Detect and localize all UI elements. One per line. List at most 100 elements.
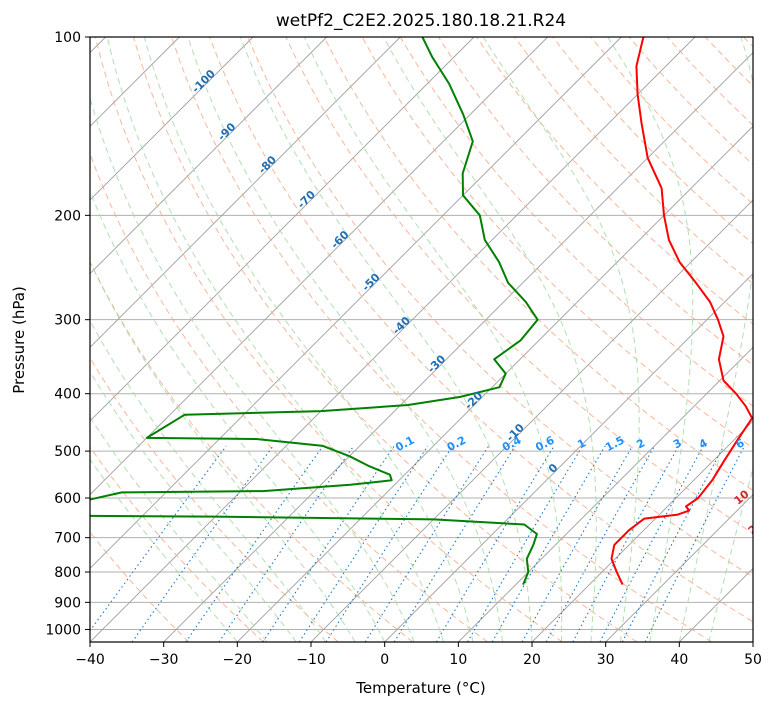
x-tick-label: 40	[670, 652, 688, 668]
dry-adiabat-label: -80	[256, 153, 279, 176]
mixing-ratio-line	[545, 445, 656, 642]
dry-adiabat-line	[94, 37, 563, 642]
dry-adiabat-line	[285, 37, 753, 535]
dry-adiabat-line	[666, 37, 753, 126]
mixing-ratio-line	[325, 445, 454, 642]
moist-adiabat-label: 30	[753, 551, 773, 571]
annotation-layer: -100-90-80-70-60-50-40-30-20-1000.1 0.2 0.…	[189, 67, 775, 604]
isotherm-line	[384, 273, 753, 642]
moist-adiabat-line	[678, 37, 753, 642]
mixing-ratio-line	[467, 445, 584, 642]
moist-adiabat-line	[106, 37, 445, 642]
y-tick-label: 900	[54, 595, 81, 611]
moist-adiabat-line	[482, 37, 640, 642]
y-tick-label: 400	[54, 387, 81, 403]
x-tick-label: 30	[597, 652, 615, 668]
series-layer	[90, 37, 753, 586]
y-tick-label: 200	[54, 208, 81, 224]
dry-adiabat-label: -70	[295, 188, 318, 211]
moist-adiabat-line	[90, 319, 327, 642]
moist-adiabat-label: 10	[732, 487, 752, 507]
mixing-ratio-line	[90, 445, 227, 632]
isotherm-line	[90, 37, 254, 201]
isotherm-line	[752, 641, 753, 642]
mixing-ratio-label: 4	[697, 436, 710, 451]
dry-adiabat-line	[90, 152, 488, 642]
moist-adiabat-line	[90, 458, 238, 642]
plot-frame	[89, 36, 754, 643]
dry-adiabat-line	[514, 37, 753, 285]
mixing-ratio-line	[521, 445, 633, 642]
moist-adiabat-label: 20	[746, 517, 766, 537]
x-tick-label: −10	[296, 652, 326, 668]
dry-adiabat-line	[90, 446, 264, 642]
dry-adiabat-line	[132, 37, 638, 642]
y-tick-label: 700	[54, 531, 81, 547]
dry-adiabat-label: -100	[189, 67, 218, 96]
y-axis-title: Pressure (hPa)	[10, 286, 28, 394]
mixing-ratio-label: 8	[759, 436, 772, 451]
y-tick-label: 300	[54, 313, 81, 329]
isotherm-line	[90, 37, 548, 496]
moist-adiabat-line	[90, 370, 297, 642]
moist-adiabat-line	[90, 189, 386, 642]
mixing-ratio-line	[218, 445, 355, 642]
dry-adiabat-line	[171, 37, 712, 642]
mixing-ratio-label: 2	[634, 436, 647, 451]
isotherm-line	[90, 37, 327, 275]
isotherm-line	[90, 37, 696, 642]
isotherm-line	[605, 494, 753, 642]
dry-adiabat-label: -90	[215, 120, 238, 143]
mixing-ratio-line	[262, 445, 395, 642]
moist-adiabat-line	[607, 37, 694, 642]
chart-title: wetPf2_C2E2.2025.180.18.21.R24	[276, 11, 566, 31]
dry-adiabat-label: -40	[390, 314, 413, 337]
moist-adiabat-line	[303, 37, 563, 642]
dry-adiabat-line	[704, 37, 753, 87]
dry-adiabat-line	[90, 260, 414, 642]
dry-adiabat-label: -60	[328, 228, 351, 251]
mixing-ratio-line	[131, 445, 274, 642]
dry-adiabat-line	[90, 531, 190, 642]
mixing-ratio-line	[435, 445, 555, 642]
isotherm-line	[531, 420, 753, 642]
moist-adiabat-line	[90, 416, 268, 642]
moist-adiabat-line	[90, 260, 356, 642]
y-tick-label: 1000	[45, 622, 81, 638]
tick-layer: −40 −30 −20 −10 0 10 20 30 40 50 100 200 300 400 500 60…	[45, 30, 762, 668]
moist-adiabat-label: 40	[764, 584, 775, 604]
dewpoint-profile-line	[90, 37, 539, 585]
dry-adiabat-line	[743, 37, 753, 48]
dry-adiabat-line	[590, 37, 753, 205]
mixing-ratio-line	[364, 445, 490, 642]
isotherm-line	[458, 346, 753, 642]
x-tick-label: −40	[75, 652, 105, 668]
isotherm-line	[237, 125, 753, 642]
x-tick-label: −20	[223, 652, 253, 668]
x-tick-label: 10	[449, 652, 467, 668]
y-tick-label: 800	[54, 565, 81, 581]
dry-adiabat-label: -30	[425, 352, 448, 375]
mixing-ratio-line	[572, 445, 680, 642]
dry-adiabat-line	[552, 37, 753, 245]
dry-adiabat-line	[247, 37, 753, 578]
isotherm-line	[90, 37, 622, 569]
isotherm-line	[163, 52, 753, 642]
temperature-profile-line	[610, 37, 753, 586]
moist-adiabat-line	[708, 466, 753, 642]
dry-adiabat-line	[90, 356, 339, 642]
moist-adiabat-line	[143, 37, 474, 642]
y-tick-label: 600	[54, 491, 81, 507]
x-tick-label: 20	[523, 652, 541, 668]
mixing-ratio-line	[644, 445, 746, 642]
mixing-ratio-line	[298, 445, 429, 642]
mixing-ratio-line	[185, 445, 324, 642]
y-tick-label: 100	[54, 30, 81, 46]
dry-adiabat-label: -50	[359, 270, 382, 293]
mixing-ratio-line	[491, 445, 606, 642]
dry-adiabat-line	[476, 37, 753, 325]
x-tick-label: −30	[149, 652, 179, 668]
isotherm-line	[90, 37, 475, 422]
moist-adiabat-line	[187, 37, 503, 642]
